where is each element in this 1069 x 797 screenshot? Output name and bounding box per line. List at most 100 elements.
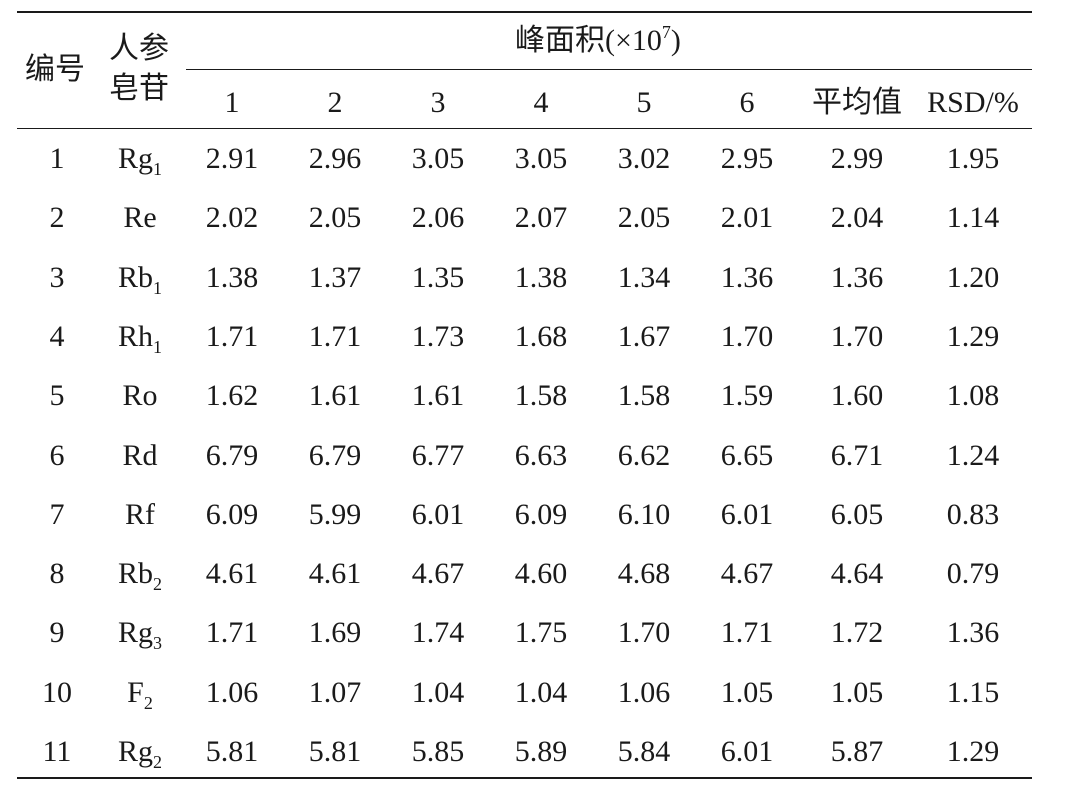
table-cell: 6.05 [830,498,884,531]
table-cell: 6.79 [205,439,259,472]
table-cell: 1.70 [830,320,884,353]
ginsenoside-base: Rh [117,320,153,353]
table-top-rule [17,11,1032,13]
table-cell: 1.61 [411,379,465,412]
table-cell: 1.05 [830,676,884,709]
table-cell: 1.69 [308,616,362,649]
table-cell: 1.59 [720,379,774,412]
ginsenoside-base: Rd [122,439,158,472]
table-cell: 1.71 [205,616,259,649]
ginsenoside-name: Rb2 [100,557,180,594]
header-col-no: 编号 [25,53,85,86]
table-cell: 2.05 [617,201,671,234]
ginsenoside-name: Rg1 [100,142,180,179]
table-cell: 6.71 [830,439,884,472]
table-cell: 1.37 [308,261,362,294]
table-cell: 5.85 [411,735,465,768]
table-cell: 2.04 [830,201,884,234]
table-cell: 6.01 [411,498,465,531]
row-number: 4 [49,320,65,353]
table-cell: 2.99 [830,142,884,175]
table-cell: 1.36 [830,261,884,294]
table-cell: 1.04 [514,676,568,709]
row-number: 3 [49,261,65,294]
row-number: 10 [42,676,72,709]
table-cell: 1.04 [411,676,465,709]
table-cell: 6.63 [514,439,568,472]
table-cell: 1.29 [946,320,1000,353]
ginsenoside-name: Rb1 [100,263,180,298]
subheader-col-6: 6 [739,86,755,119]
table-cell: 1.29 [946,735,1000,768]
header-peak-area-group: 峰面积(×107) [515,23,681,57]
header-bottom-rule [17,128,1032,129]
ginsenoside-subscript: 2 [153,752,162,772]
ginsenoside-name: Rf [100,500,180,530]
table-cell: 1.70 [720,320,774,353]
table-cell: 6.09 [514,498,568,531]
ginsenoside-subscript: 3 [153,633,162,653]
table-cell: 6.10 [617,498,671,531]
group-header-rule [186,69,1032,70]
table-cell: 1.07 [308,676,362,709]
table-cell: 5.89 [514,735,568,768]
table-cell: 0.83 [946,498,1000,531]
table-cell: 1.38 [514,261,568,294]
table-cell: 1.14 [946,201,1000,234]
table-cell: 2.02 [205,201,259,234]
table-cell: 1.70 [617,616,671,649]
table-cell: 1.61 [308,379,362,412]
table-cell: 3.02 [617,142,671,175]
table-cell: 5.84 [617,735,671,768]
subheader-col-1: 1 [224,86,240,119]
table-cell: 1.71 [308,320,362,353]
table-cell: 1.73 [411,320,465,353]
table-cell: 4.61 [308,557,362,590]
table-cell: 6.79 [308,439,362,472]
table-cell: 5.81 [308,735,362,768]
table-cell: 1.20 [946,261,1000,294]
ginsenoside-base: Rg [117,616,153,649]
ginsenoside-subscript: 1 [153,337,162,357]
table-cell: 1.58 [617,379,671,412]
table-cell: 0.79 [946,557,1000,590]
row-number: 8 [49,557,65,590]
table-cell: 2.01 [720,201,774,234]
ginsenoside-base: Ro [122,379,158,412]
peak-area-exponent: 7 [661,22,671,42]
ginsenoside-name: Rh1 [100,320,180,357]
ginsenoside-base: Rb [117,557,153,590]
table-cell: 1.72 [830,616,884,649]
table-cell: 6.62 [617,439,671,472]
table-cell: 1.24 [946,439,1000,472]
table-cell: 6.01 [720,498,774,531]
row-number: 2 [49,201,65,234]
table-cell: 4.61 [205,557,259,590]
ginsenoside-subscript: 1 [153,159,162,179]
table-cell: 1.35 [411,261,465,294]
table-cell: 5.81 [205,735,259,768]
header-ginsenoside-line2: 皂苷 [109,72,169,105]
peak-area-title: 峰面积(×10 [515,24,662,57]
table-cell: 1.60 [830,379,884,412]
ginsenoside-subscript: 1 [153,278,162,298]
ginsenoside-base: Rg [117,735,153,768]
subheader-col-8: RSD/% [927,86,1019,119]
ginsenoside-base: Re [123,201,157,234]
table-cell: 2.05 [308,201,362,234]
table-cell: 1.71 [720,616,774,649]
table-cell: 6.09 [205,498,259,531]
table-cell: 4.60 [514,557,568,590]
table-cell: 1.68 [514,320,568,353]
row-number: 5 [49,379,65,412]
ginsenoside-base: F [127,676,144,709]
row-number: 11 [42,735,72,768]
ginsenoside-base: Rg [117,142,153,175]
table-cell: 1.06 [617,676,671,709]
table-cell: 1.36 [946,616,1000,649]
subheader-col-2: 2 [327,86,343,119]
ginsenoside-name: Rd [100,441,180,471]
ginsenoside-name: Ro [100,381,180,411]
table-cell: 3.05 [514,142,568,175]
ginsenoside-name: Rg2 [100,735,180,772]
